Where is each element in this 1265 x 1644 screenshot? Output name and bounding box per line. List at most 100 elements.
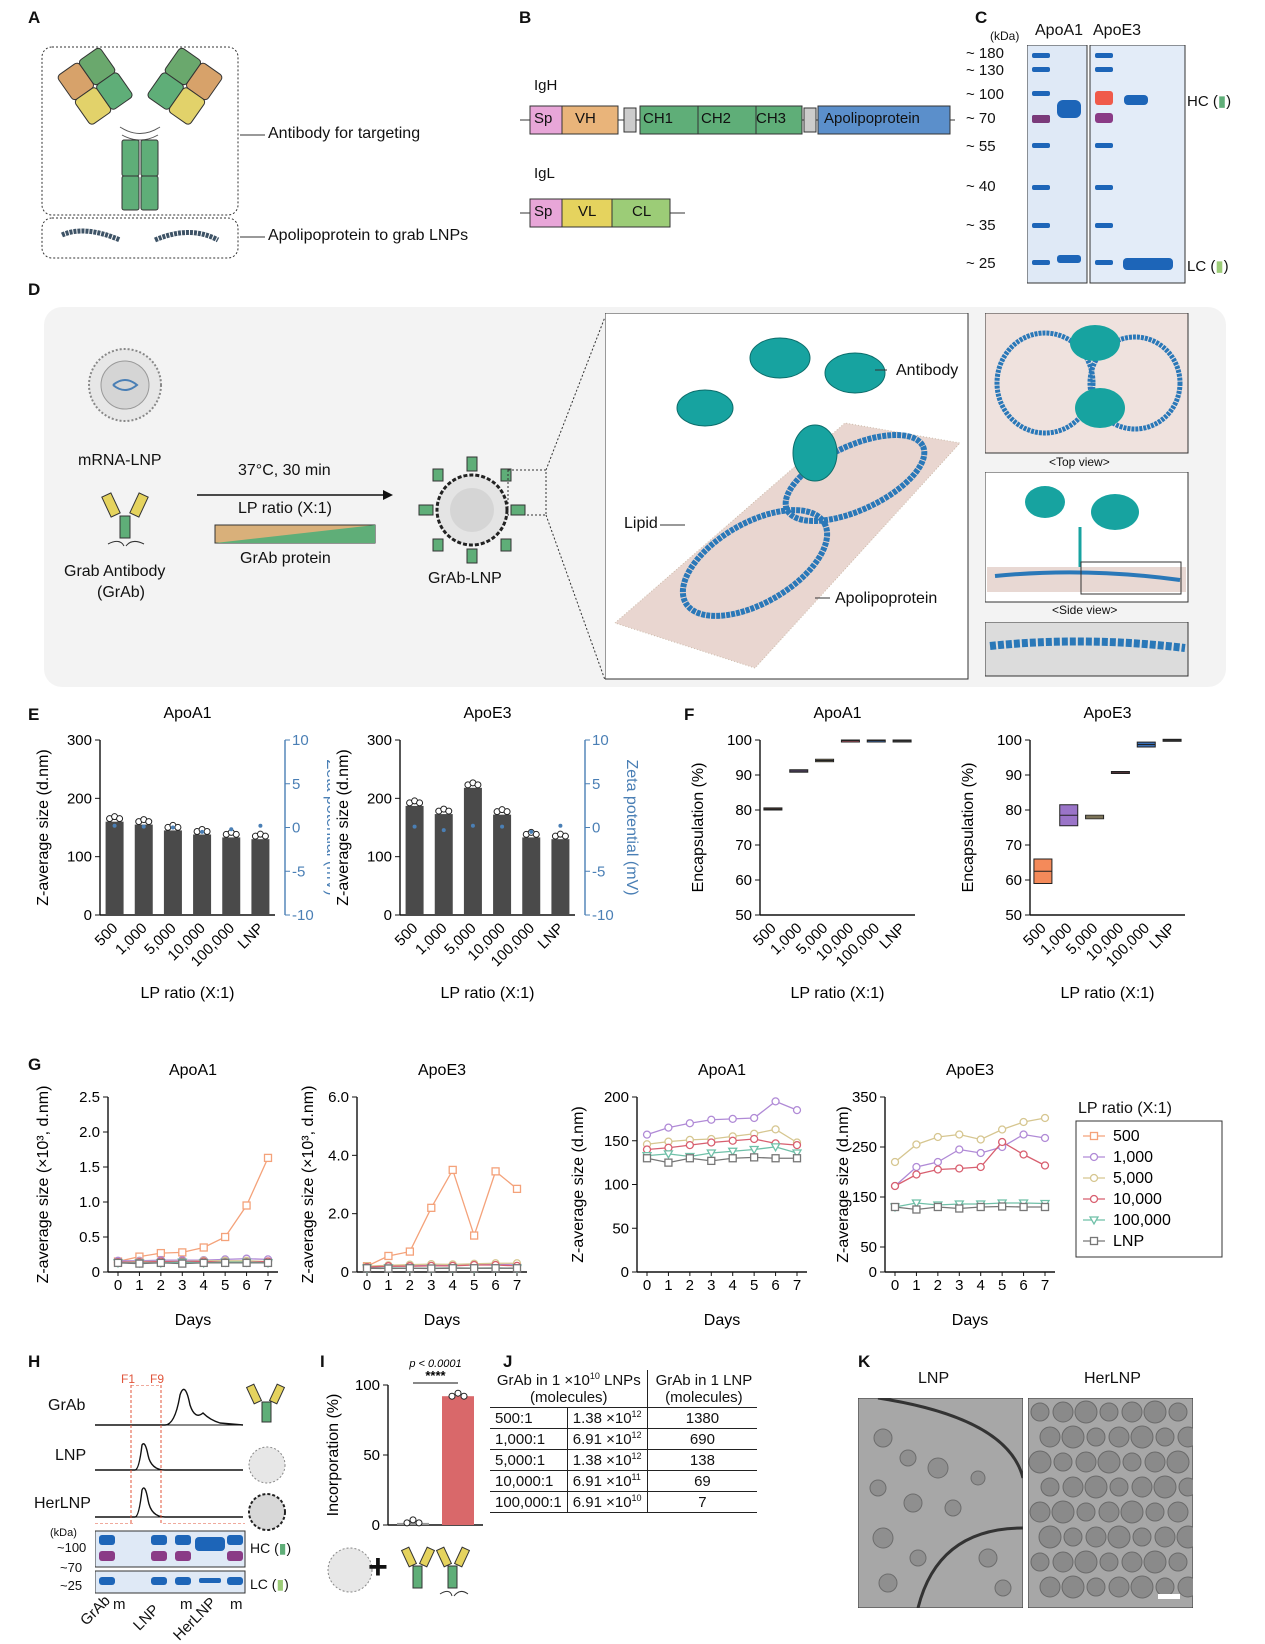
ratio-cell: 10,000:1 [490, 1471, 567, 1492]
sds-gel-c [1027, 45, 1187, 285]
data-point [404, 1520, 410, 1526]
panel-label-d: D [28, 280, 40, 300]
data-point [708, 1157, 715, 1164]
y-tick-label: 50 [735, 907, 752, 924]
data-point [449, 1265, 456, 1272]
y-axis-label: Z-average size (×10³, d.nm) [300, 1086, 317, 1284]
lnp-particle [1179, 1478, 1193, 1496]
data-point [179, 1260, 186, 1267]
x-tick-label: 0 [114, 1277, 122, 1294]
x-tick-label: 0 [363, 1277, 371, 1294]
data-point [562, 833, 568, 839]
data-point [406, 1265, 413, 1272]
data-point [729, 1155, 736, 1162]
sec-chromatograms [95, 1385, 245, 1525]
x-tick-label: 5 [750, 1277, 758, 1294]
gel-lc-label: LC (▮) [1187, 257, 1229, 275]
data-point [665, 1159, 672, 1166]
h-f9-label: F9 [150, 1372, 164, 1386]
grab-abbr-label: (GrAb) [97, 584, 145, 602]
igh-apolipoprotein: Apolipoprotein [824, 110, 920, 127]
h-row-lnp: LNP [55, 1447, 86, 1465]
h-marker-100: ~100 [57, 1540, 86, 1555]
data-point [243, 1259, 250, 1266]
y2-tick-label: 10 [292, 732, 309, 749]
lnp-particle [1154, 1476, 1176, 1498]
lnp-particle [1052, 1501, 1074, 1523]
y-tick-label: 200 [67, 790, 92, 807]
zeta-point [471, 824, 475, 828]
data-point [977, 1204, 984, 1211]
grab-lnp-label: GrAb-LNP [428, 570, 502, 588]
data-point [514, 1265, 521, 1272]
lnp-particle [1062, 1576, 1084, 1598]
bar [251, 839, 269, 915]
zeta-point [229, 827, 233, 831]
y-tick-label: 1.0 [79, 1194, 100, 1211]
lnp-particle [1132, 1477, 1152, 1497]
y2-axis-label: Zeta potential (mV) [623, 759, 640, 895]
per-lnp-cell: 690 [647, 1429, 757, 1450]
lnp-particle [1053, 1402, 1073, 1422]
y-tick-label: 50 [860, 1239, 877, 1256]
x-tick-label: 7 [1041, 1277, 1049, 1294]
h-marker-25: ~25 [60, 1578, 82, 1593]
per-lnp-cell: 1380 [647, 1408, 757, 1429]
data-point [956, 1165, 963, 1172]
zeta-point [258, 824, 262, 828]
data-point [999, 1203, 1006, 1210]
j-head1: GrAb in 1 ×1010 LNPs [497, 1372, 641, 1389]
data-point [1091, 1175, 1098, 1182]
lnp-particle [1178, 1577, 1193, 1597]
data-point [1042, 1115, 1049, 1122]
data-point [449, 1393, 455, 1399]
legend-label: 500 [1113, 1128, 1140, 1145]
bar [442, 1396, 474, 1525]
data-point [364, 1265, 371, 1272]
j-head2: GrAb in 1 LNP [656, 1372, 753, 1389]
y-tick-label: 0.5 [79, 1229, 100, 1246]
lnp-particle [1063, 1477, 1083, 1497]
chart-title: ApoA1 [163, 705, 211, 722]
legend-label: LNP [1113, 1233, 1144, 1250]
zeta-point [142, 825, 146, 829]
igl-label: IgL [534, 165, 555, 182]
lnp-particle [1040, 1427, 1060, 1447]
lnp-particle [1123, 1453, 1141, 1471]
lnp-particle [1085, 1476, 1107, 1498]
data-point [1020, 1151, 1027, 1158]
h-lane-lnp: LNP [130, 1601, 163, 1634]
lnp-particle [1108, 1526, 1130, 1548]
cryo-em-lnp [858, 1398, 1023, 1608]
igh-ch2: CH2 [701, 110, 731, 127]
data-point [1020, 1131, 1027, 1138]
data-point [1020, 1119, 1027, 1126]
x-tick-label: 7 [793, 1277, 801, 1294]
legend-label: 5,000 [1113, 1170, 1153, 1187]
x-tick-label: 3 [707, 1277, 715, 1294]
igh-label: IgH [534, 77, 557, 94]
data-point [751, 1154, 758, 1161]
data-point [956, 1205, 963, 1212]
bar [222, 837, 240, 915]
y-tick-label: 60 [1005, 872, 1022, 889]
top-view-label: <Top view> [1049, 455, 1110, 469]
igh-vh: VH [575, 110, 596, 127]
bar [135, 825, 153, 915]
data-point [262, 833, 268, 839]
y-tick-label: 100 [67, 849, 92, 866]
y-tick-label: 200 [604, 1089, 629, 1106]
lipid-md-label: Lipid [624, 515, 658, 533]
x-tick-label: 4 [977, 1277, 985, 1294]
lnp-particle [1156, 1428, 1174, 1446]
zoom-lines [500, 315, 610, 685]
chart-title: ApoE3 [418, 1062, 466, 1079]
significance-stars: **** [425, 1368, 446, 1383]
x-tick-label: LNP [1146, 920, 1179, 953]
